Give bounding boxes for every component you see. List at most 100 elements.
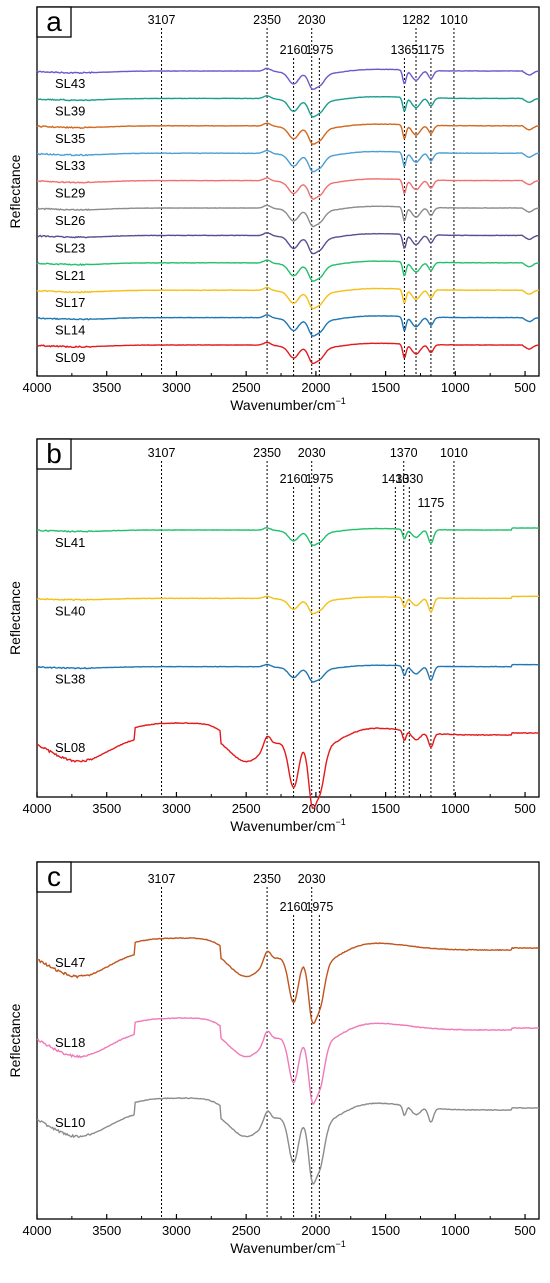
series-line-sl21 — [36, 259, 539, 282]
series-line-sl35 — [36, 122, 540, 145]
x-tick-label: 500 — [514, 1223, 536, 1238]
guide-label-2160: 2160 — [280, 472, 308, 486]
series-line-sl29 — [37, 177, 540, 200]
series-line-sl14 — [36, 314, 540, 337]
guide-label-1365: 1365 — [391, 43, 419, 57]
x-tick-label: 3000 — [162, 1223, 191, 1238]
x-tick-label: 1500 — [371, 1223, 400, 1238]
y-axis-title: Reflectance — [7, 154, 23, 228]
series-line-sl41 — [36, 526, 540, 547]
x-tick-label: 3500 — [92, 801, 121, 816]
series-line-sl33 — [36, 149, 540, 173]
guide-label-2350: 2350 — [253, 446, 281, 460]
panel-letter: c — [47, 861, 61, 892]
guide-label-2030: 2030 — [298, 872, 326, 886]
chart-panel-a: a 4000 3500 3000 2500 2000 1500 1000 500 Wavenumb… — [7, 6, 540, 413]
x-tick-label: 4000 — [23, 801, 52, 816]
series-label-sl38: SL38 — [55, 672, 85, 687]
x-tick-label: 2500 — [232, 1223, 261, 1238]
series-label-sl14: SL14 — [55, 323, 85, 338]
guide-label-2160: 2160 — [280, 900, 308, 914]
series-line-sl23 — [36, 232, 540, 255]
x-tick-label: 2500 — [232, 380, 261, 395]
x-tick-label: 3000 — [162, 801, 191, 816]
series-label-sl23: SL23 — [55, 240, 85, 255]
series-label-sl17: SL17 — [55, 295, 85, 310]
panel-letter-box — [36, 861, 72, 893]
series-label-sl33: SL33 — [55, 158, 85, 173]
x-tick-label: 4000 — [23, 1223, 52, 1238]
guide-label-1175: 1175 — [417, 496, 444, 510]
x-tick-label: 1000 — [441, 1223, 470, 1238]
panel-letter-box — [36, 438, 72, 470]
guide-label-3107: 3107 — [148, 872, 176, 886]
guide-label-1175: 1175 — [417, 43, 444, 57]
series-line-sl47 — [36, 936, 540, 1025]
y-axis-title: Reflectance — [7, 581, 23, 655]
panel-letter: b — [46, 438, 62, 469]
x-tick-label: 1000 — [441, 380, 470, 395]
series-label-sl10: SL10 — [55, 1115, 85, 1130]
x-tick-label: 500 — [514, 801, 536, 816]
guide-label-1010: 1010 — [440, 13, 468, 27]
series-line-sl08 — [36, 722, 540, 809]
y-axis-title: Reflectance — [7, 1003, 23, 1077]
x-tick-label: 3000 — [162, 380, 191, 395]
series-label-sl39: SL39 — [55, 103, 85, 118]
series-label-sl09: SL09 — [55, 350, 85, 365]
x-axis-title: Wavenumber/cm−1 — [230, 1239, 346, 1256]
guide-label-3107: 3107 — [148, 446, 176, 460]
guide-label-1430: 1430 — [381, 472, 409, 486]
guide-label-1370: 1370 — [390, 446, 418, 460]
series-label-sl29: SL29 — [55, 186, 85, 201]
panel-letter-box — [36, 6, 72, 38]
series-label-sl26: SL26 — [55, 213, 85, 228]
x-tick-label: 2000 — [301, 1223, 330, 1238]
series-label-sl40: SL40 — [55, 603, 85, 618]
series-line-sl18 — [36, 1017, 539, 1105]
series-label-sl47: SL47 — [55, 955, 85, 970]
guide-label-1975: 1975 — [305, 472, 333, 486]
x-tick-label: 3500 — [92, 380, 121, 395]
x-tick-label: 500 — [514, 380, 536, 395]
x-tick-label: 3500 — [92, 1223, 121, 1238]
series-label-sl08: SL08 — [55, 740, 85, 755]
x-tick-label: 1500 — [371, 380, 400, 395]
series-line-sl26 — [36, 204, 539, 228]
series-line-sl10 — [36, 1097, 540, 1185]
x-tick-label: 2500 — [232, 801, 261, 816]
guide-label-2030: 2030 — [298, 446, 326, 460]
x-axis-title: Wavenumber/cm−1 — [230, 817, 346, 834]
series-label-sl35: SL35 — [55, 131, 85, 146]
guide-label-2030: 2030 — [298, 13, 326, 27]
x-tick-label: 1500 — [371, 801, 400, 816]
series-label-sl43: SL43 — [55, 76, 85, 91]
guide-label-2350: 2350 — [253, 13, 281, 27]
guide-label-3107: 3107 — [148, 13, 176, 27]
series-label-sl21: SL21 — [55, 268, 85, 283]
series-line-sl43 — [36, 67, 540, 91]
series-label-sl41: SL41 — [55, 535, 85, 550]
guide-label-1282: 1282 — [402, 13, 430, 27]
series-line-sl09 — [36, 341, 539, 365]
panel-letter: a — [46, 6, 62, 37]
chart-panel-c: c 4000 3500 3000 2500 2000 1500 1000 500 Wavenumb… — [7, 861, 540, 1256]
x-tick-label: 1000 — [441, 801, 470, 816]
series-label-sl18: SL18 — [55, 1035, 85, 1050]
plot-frame — [36, 861, 540, 1220]
guide-label-1975: 1975 — [305, 900, 333, 914]
chart-panel-b: b 4000 3500 3000 2500 2000 1500 1000 500 Wavenumb… — [7, 438, 540, 834]
guide-label-2350: 2350 — [253, 872, 281, 886]
series-line-sl40 — [36, 595, 539, 615]
series-line-sl38 — [36, 663, 540, 683]
plot-frame — [36, 6, 540, 377]
series-line-sl17 — [36, 286, 540, 310]
guide-label-2160: 2160 — [280, 43, 308, 57]
guide-label-1975: 1975 — [305, 43, 333, 57]
series-line-sl39 — [36, 94, 540, 118]
guide-label-1010: 1010 — [440, 446, 468, 460]
x-axis-title: Wavenumber/cm−1 — [230, 396, 346, 413]
guide-label-1330: 1330 — [395, 472, 423, 486]
x-tick-label: 4000 — [23, 380, 52, 395]
